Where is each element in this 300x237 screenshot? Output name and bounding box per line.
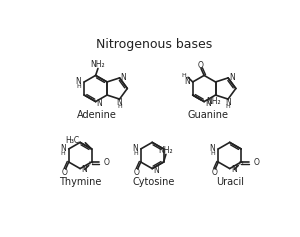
Text: N: N: [184, 77, 190, 87]
Text: Thymine: Thymine: [59, 177, 101, 187]
Text: H: H: [238, 161, 243, 166]
Text: H: H: [61, 151, 66, 156]
Text: O: O: [254, 158, 260, 167]
Text: Uracil: Uracil: [216, 177, 244, 187]
Text: N: N: [82, 165, 87, 174]
Text: Nitrogenous bases: Nitrogenous bases: [96, 38, 212, 51]
Text: H: H: [226, 104, 230, 109]
Text: H: H: [117, 104, 122, 109]
Text: N: N: [229, 73, 235, 82]
Text: N: N: [231, 165, 237, 174]
Text: N: N: [117, 98, 122, 107]
Text: Cytosine: Cytosine: [133, 177, 175, 187]
Text: N: N: [225, 98, 231, 107]
Text: N: N: [132, 144, 138, 153]
Text: O: O: [134, 168, 140, 177]
Text: NH₂: NH₂: [91, 60, 105, 69]
Text: N: N: [120, 73, 126, 82]
Text: N: N: [154, 166, 160, 175]
Text: H: H: [210, 151, 215, 156]
Text: N: N: [205, 99, 211, 108]
Text: Guanine: Guanine: [188, 110, 229, 120]
Text: NH₂: NH₂: [207, 97, 221, 106]
Text: N: N: [96, 99, 102, 108]
Text: O: O: [197, 61, 203, 70]
Text: N: N: [60, 144, 66, 153]
Text: Adenine: Adenine: [77, 110, 117, 120]
Text: O: O: [212, 168, 218, 177]
Text: O: O: [62, 168, 68, 177]
Text: H: H: [181, 73, 186, 77]
Text: NH₂: NH₂: [159, 146, 173, 155]
Text: N: N: [75, 77, 81, 87]
Text: H: H: [133, 151, 138, 156]
Text: H: H: [76, 84, 81, 89]
Text: H₃C: H₃C: [65, 136, 79, 145]
Text: H: H: [88, 161, 93, 166]
Text: N: N: [209, 144, 215, 153]
Text: O: O: [104, 158, 110, 167]
